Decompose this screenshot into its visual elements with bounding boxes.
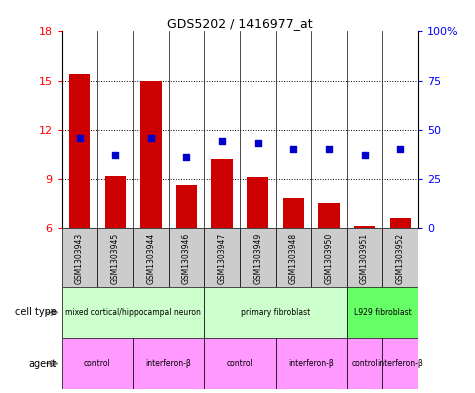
Bar <box>211 159 233 228</box>
Text: agent: agent <box>29 358 57 369</box>
Text: control: control <box>84 359 111 368</box>
Point <box>361 152 369 158</box>
Text: control: control <box>227 359 253 368</box>
Text: primary fibroblast: primary fibroblast <box>241 308 310 317</box>
Title: GDS5202 / 1416977_at: GDS5202 / 1416977_at <box>167 17 313 30</box>
Bar <box>62 338 133 389</box>
Point <box>325 146 332 152</box>
Bar <box>104 176 126 228</box>
Text: GSM1303943: GSM1303943 <box>75 233 84 284</box>
Bar <box>204 338 276 389</box>
Text: GSM1303946: GSM1303946 <box>182 233 191 284</box>
Text: mixed cortical/hippocampal neuron: mixed cortical/hippocampal neuron <box>65 308 201 317</box>
Text: GSM1303945: GSM1303945 <box>111 233 120 284</box>
Point <box>218 138 226 145</box>
Text: control: control <box>351 359 378 368</box>
Bar <box>318 204 340 228</box>
Text: GSM1303947: GSM1303947 <box>218 233 227 284</box>
Point <box>289 146 297 152</box>
Bar <box>276 228 311 287</box>
Bar <box>169 228 204 287</box>
Bar <box>62 287 204 338</box>
Text: GSM1303951: GSM1303951 <box>360 233 369 284</box>
Bar <box>97 228 133 287</box>
Text: interferon-β: interferon-β <box>288 359 334 368</box>
Text: cell type: cell type <box>15 307 57 318</box>
Point <box>147 134 155 141</box>
Text: interferon-β: interferon-β <box>377 359 423 368</box>
Text: GSM1303949: GSM1303949 <box>253 233 262 284</box>
Text: GSM1303944: GSM1303944 <box>146 233 155 284</box>
Bar <box>204 287 347 338</box>
Bar <box>133 338 204 389</box>
Bar <box>69 74 90 228</box>
Bar <box>347 228 382 287</box>
Text: GSM1303950: GSM1303950 <box>324 233 333 284</box>
Point <box>182 154 190 160</box>
Text: L929 fibroblast: L929 fibroblast <box>353 308 411 317</box>
Bar <box>140 81 162 228</box>
Bar <box>347 338 382 389</box>
Bar <box>204 228 240 287</box>
Text: GSM1303952: GSM1303952 <box>396 233 405 284</box>
Text: interferon-β: interferon-β <box>146 359 191 368</box>
Bar <box>311 228 347 287</box>
Bar <box>247 177 268 228</box>
Point <box>396 146 404 152</box>
Bar <box>176 185 197 228</box>
Bar <box>347 287 418 338</box>
Point <box>254 140 261 147</box>
Text: GSM1303948: GSM1303948 <box>289 233 298 284</box>
Bar <box>62 228 97 287</box>
Bar <box>382 228 418 287</box>
Point <box>111 152 119 158</box>
Bar <box>276 338 347 389</box>
Point <box>76 134 84 141</box>
Bar <box>390 218 411 228</box>
Bar <box>283 198 304 228</box>
Bar <box>240 228 276 287</box>
Bar <box>133 228 169 287</box>
Bar <box>354 226 375 228</box>
Bar <box>382 338 418 389</box>
